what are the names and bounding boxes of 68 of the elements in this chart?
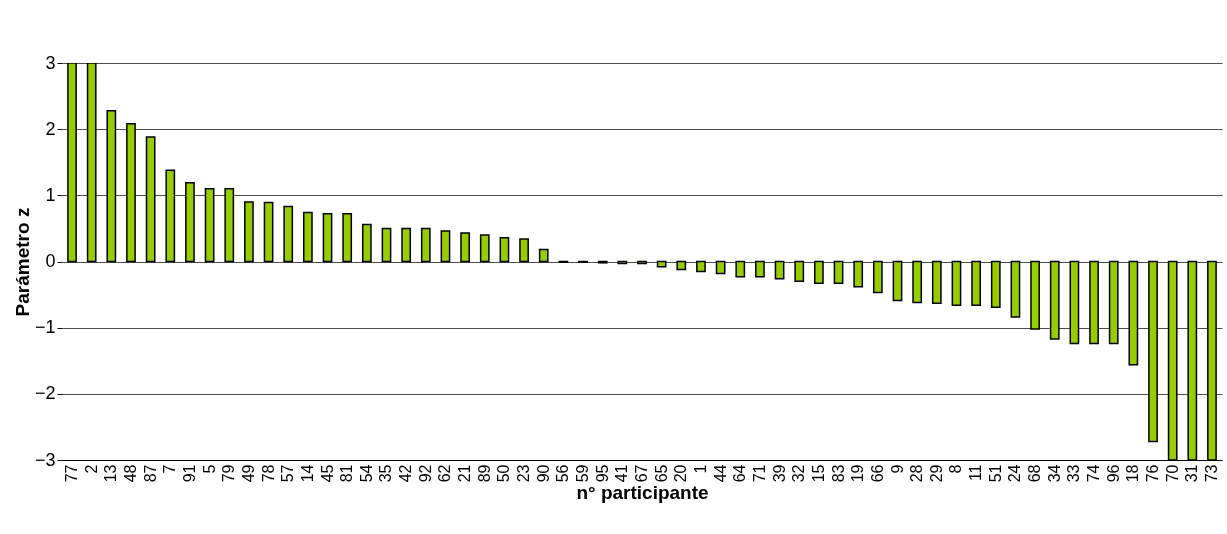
x-tick-label: 91 xyxy=(180,464,198,483)
x-tick-label: 15 xyxy=(809,464,827,483)
x-tick-label: 8 xyxy=(947,464,965,474)
x-tick-label: 64 xyxy=(731,464,749,483)
x-tick-label: 1 xyxy=(691,464,709,474)
x-tick-label: 68 xyxy=(1026,464,1044,483)
x-tick-label: 48 xyxy=(121,464,139,483)
x-tick-label: 14 xyxy=(298,464,316,483)
x-tick-label: 90 xyxy=(534,464,552,483)
x-tick-label: 79 xyxy=(220,464,238,483)
x-tick-label: 65 xyxy=(652,464,670,483)
x-tick-label: 42 xyxy=(397,464,415,483)
x-tick-label: 13 xyxy=(102,464,120,483)
y-tick-label: −2 xyxy=(34,383,56,404)
x-tick-label: 5 xyxy=(200,464,218,474)
x-tick-label: 23 xyxy=(515,464,533,483)
y-axis-title: Parámetro z xyxy=(11,207,33,317)
x-tick-label: 66 xyxy=(868,464,886,483)
x-tick-label: 59 xyxy=(574,464,592,483)
x-tick-label: 67 xyxy=(633,464,650,483)
x-tick-label: 32 xyxy=(790,464,808,483)
x-tick-label: 87 xyxy=(141,464,159,483)
x-tick-label: 21 xyxy=(456,464,474,483)
x-tick-label: 35 xyxy=(377,464,395,483)
y-tick-label: 0 xyxy=(45,251,56,271)
y-tick-label: −3 xyxy=(34,449,56,470)
x-tick-label: 50 xyxy=(495,464,513,483)
x-tick-label: 33 xyxy=(1065,464,1083,483)
x-tick-label: 73 xyxy=(1202,464,1220,483)
x-tick-label: 28 xyxy=(908,464,926,483)
x-tick-label: 11 xyxy=(967,464,985,482)
x-tick-label: 19 xyxy=(849,464,867,483)
x-tick-label: 24 xyxy=(1006,464,1024,483)
x-axis-title: n° participante xyxy=(576,482,709,504)
x-tick-label: 54 xyxy=(357,464,375,483)
x-tick-label: 34 xyxy=(1045,464,1063,483)
x-tick-label: 70 xyxy=(1163,464,1181,483)
x-tick-label: 92 xyxy=(416,464,434,483)
x-tick-label: 45 xyxy=(318,464,336,483)
x-tick-label: 44 xyxy=(711,464,729,483)
x-tick-label: 9 xyxy=(888,464,906,474)
x-tick-label: 39 xyxy=(770,464,788,483)
x-tick-label: 81 xyxy=(338,464,356,483)
x-tick-label: 76 xyxy=(1144,464,1162,483)
x-tick-label: 2 xyxy=(82,464,100,474)
x-tick-label: 77 xyxy=(63,464,81,483)
x-tick-label: 83 xyxy=(829,464,847,483)
x-tick-label: 7 xyxy=(161,464,179,474)
x-tick-label: 51 xyxy=(986,464,1004,483)
x-tick-label: 20 xyxy=(672,464,690,483)
x-tick-label: 95 xyxy=(593,464,611,483)
x-tick-label: 57 xyxy=(279,464,297,483)
y-tick-label: 1 xyxy=(45,184,56,205)
x-tick-label: 29 xyxy=(927,464,945,483)
x-tick-label: 18 xyxy=(1124,464,1142,483)
x-tick-label: 62 xyxy=(436,464,454,483)
x-tick-label: 71 xyxy=(750,464,768,483)
x-tick-label: 31 xyxy=(1183,464,1201,483)
y-tick-label: −1 xyxy=(34,317,56,338)
x-tick-label: 56 xyxy=(554,464,572,483)
x-tick-label: 78 xyxy=(259,464,277,483)
x-tick-label: 41 xyxy=(613,464,631,483)
x-tick-label: 74 xyxy=(1085,464,1103,483)
y-tick-label: 2 xyxy=(45,118,56,139)
x-tick-label: 96 xyxy=(1104,464,1122,483)
x-tick-label: 89 xyxy=(475,464,493,483)
y-tick-label: 3 xyxy=(45,52,56,73)
x-tick-label: 49 xyxy=(239,464,257,483)
